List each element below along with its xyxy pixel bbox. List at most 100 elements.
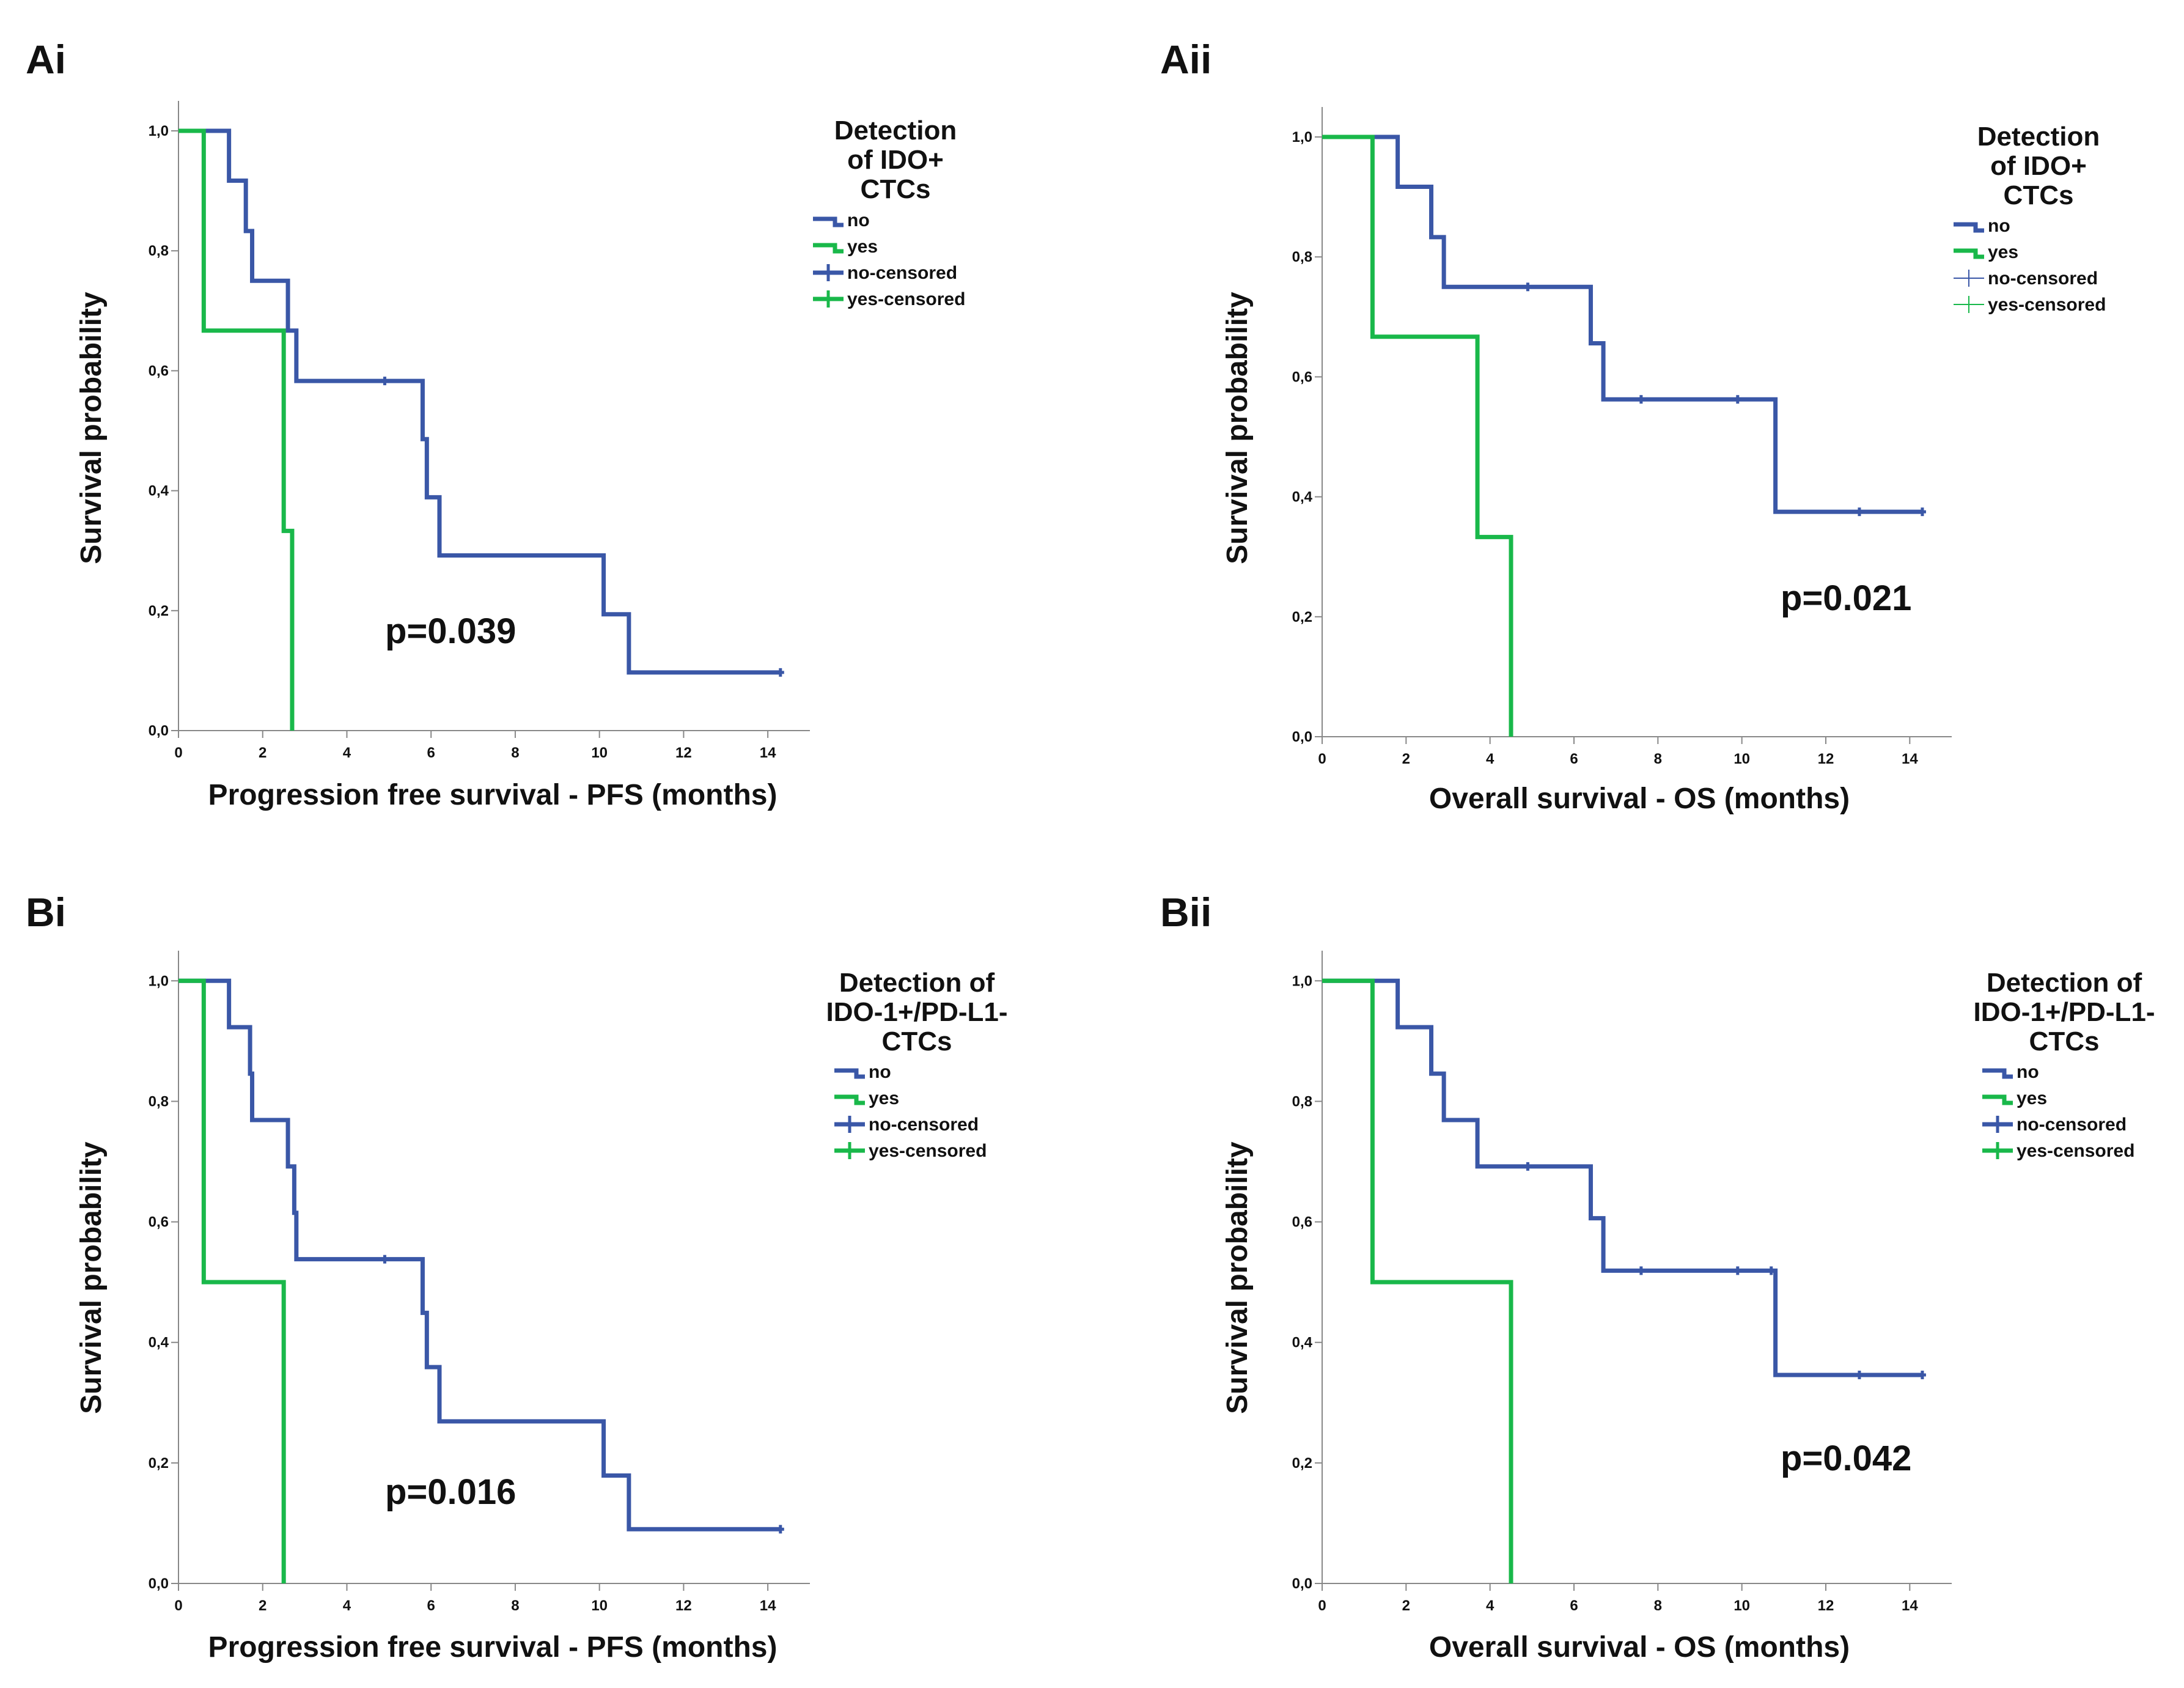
x-tick-label: 8 bbox=[511, 745, 519, 761]
x-tick-label: 4 bbox=[343, 1598, 351, 1614]
legend-swatch-no bbox=[813, 216, 844, 227]
series-line-yes bbox=[178, 128, 295, 731]
legend-swatch-no bbox=[1982, 1068, 2013, 1079]
km-panel-aii: Aii 0,0 0,2 0,4 0,6 0,8 1,0 0 2 4 6 8 10 12 14 Overall … bbox=[1160, 37, 2106, 815]
x-tick-label: 10 bbox=[1734, 1598, 1750, 1614]
series-line-yes bbox=[1322, 135, 1513, 737]
x-tick-label: 4 bbox=[1486, 751, 1495, 767]
x-tick-label: 4 bbox=[343, 745, 351, 761]
y-tick-label: 0,8 bbox=[1292, 249, 1312, 265]
x-tick-label: 12 bbox=[1818, 751, 1834, 767]
x-tick-label: 0 bbox=[174, 1598, 182, 1614]
x-axis-title: Overall survival - OS (months) bbox=[1429, 1631, 1850, 1664]
series-line-no bbox=[178, 978, 781, 1531]
y-tick-label: 0,0 bbox=[149, 1576, 169, 1592]
y-tick-label: 0,4 bbox=[149, 483, 169, 499]
legend-title-line: of IDO+ bbox=[847, 145, 944, 175]
km-panel-bii: Bii 0,0 0,2 0,4 0,6 0,8 1,0 0 2 4 6 8 10 12 14 Overall … bbox=[1160, 890, 2155, 1664]
x-tick-label: 0 bbox=[174, 745, 182, 761]
legend-label-yes-censored: yes-censored bbox=[869, 1141, 987, 1161]
series-line-yes bbox=[178, 978, 286, 1583]
legend-title-line: Detection of bbox=[839, 968, 995, 998]
y-tick-label: 0,0 bbox=[1292, 1576, 1312, 1592]
p-value: p=0.039 bbox=[385, 611, 516, 651]
panel-label: Ai bbox=[26, 37, 66, 82]
legend-swatch-yes bbox=[1982, 1094, 2013, 1105]
legend-label-yes: yes bbox=[869, 1088, 899, 1108]
legend-swatch-no bbox=[834, 1068, 865, 1079]
x-tick-label: 14 bbox=[760, 1598, 776, 1614]
legend-title-line: IDO-1+/PD-L1- bbox=[826, 997, 1007, 1027]
panel-label: Bii bbox=[1160, 890, 1211, 935]
x-tick-label: 8 bbox=[1654, 1598, 1662, 1614]
y-tick-label: 0,0 bbox=[149, 723, 169, 739]
legend-swatch-no bbox=[1954, 222, 1984, 233]
x-tick-label: 6 bbox=[427, 1598, 435, 1614]
legend-swatch-yes bbox=[1954, 248, 1984, 259]
km-panel-bi: Bi 0,0 0,2 0,4 0,6 0,8 1,0 0 2 4 6 8 10 12 14 Progressi… bbox=[26, 890, 1008, 1664]
legend-title-line: Detection bbox=[1977, 122, 2100, 152]
x-tick-label: 0 bbox=[1318, 1598, 1326, 1614]
y-tick-label: 0,6 bbox=[149, 363, 169, 379]
y-tick-label: 0,2 bbox=[1292, 1455, 1312, 1472]
p-value: p=0.016 bbox=[385, 1472, 516, 1512]
legend-swatch-yes bbox=[834, 1094, 865, 1105]
x-tick-label: 14 bbox=[1902, 1598, 1918, 1614]
y-axis-title: Survival probability bbox=[1221, 292, 1254, 564]
p-value: p=0.042 bbox=[1781, 1439, 1911, 1478]
legend-label-no-censored: no-censored bbox=[869, 1115, 979, 1135]
x-tick-label: 12 bbox=[675, 1598, 692, 1614]
x-axis-title: Overall survival - OS (months) bbox=[1429, 783, 1850, 815]
legend-label-no: no bbox=[2017, 1062, 2039, 1082]
x-tick-label: 12 bbox=[1818, 1598, 1834, 1614]
legend-label-no-censored: no-censored bbox=[847, 263, 957, 283]
y-tick-label: 1,0 bbox=[1292, 129, 1312, 146]
y-tick-label: 0,4 bbox=[149, 1335, 169, 1351]
y-tick-label: 1,0 bbox=[149, 123, 169, 139]
y-tick-label: 0,4 bbox=[1292, 1335, 1313, 1351]
y-axis-title: Survival probability bbox=[75, 292, 108, 564]
x-tick-label: 2 bbox=[1402, 751, 1410, 767]
legend-label-no-censored: no-censored bbox=[2017, 1115, 2127, 1135]
y-axis-title: Survival probability bbox=[1221, 1141, 1254, 1414]
y-tick-label: 1,0 bbox=[1292, 973, 1312, 989]
legend-label-yes: yes bbox=[2017, 1088, 2047, 1108]
legend-title-line: Detection bbox=[834, 116, 957, 146]
series-line-no bbox=[1322, 978, 1922, 1377]
legend-title-line: CTCs bbox=[2029, 1026, 2100, 1056]
legend-label-no: no bbox=[1988, 216, 2010, 236]
panel-label: Bi bbox=[26, 890, 66, 935]
y-tick-label: 0,2 bbox=[149, 603, 169, 619]
x-tick-label: 4 bbox=[1486, 1598, 1495, 1614]
x-tick-label: 12 bbox=[675, 745, 692, 761]
x-tick-label: 6 bbox=[1570, 1598, 1578, 1614]
x-tick-label: 2 bbox=[1402, 1598, 1410, 1614]
legend-label-yes-censored: yes-censored bbox=[1988, 295, 2106, 315]
p-value: p=0.021 bbox=[1781, 578, 1911, 618]
legend-title-line: of IDO+ bbox=[1990, 151, 2087, 181]
x-tick-label: 10 bbox=[1734, 751, 1750, 767]
legend-title-line: Detection of bbox=[1987, 968, 2142, 998]
x-tick-label: 10 bbox=[591, 1598, 608, 1614]
y-tick-label: 1,0 bbox=[149, 973, 169, 989]
y-tick-label: 0,4 bbox=[1292, 489, 1313, 506]
x-tick-label: 2 bbox=[259, 745, 267, 761]
y-tick-label: 0,6 bbox=[1292, 369, 1312, 385]
legend-label-no: no bbox=[847, 210, 870, 230]
y-tick-label: 0,6 bbox=[149, 1214, 169, 1231]
x-tick-label: 8 bbox=[511, 1598, 519, 1614]
y-tick-label: 0,8 bbox=[149, 1093, 169, 1110]
legend-label-yes: yes bbox=[847, 237, 878, 257]
series-line-yes bbox=[1322, 978, 1513, 1583]
x-tick-label: 0 bbox=[1318, 751, 1326, 767]
x-axis-title: Progression free survival - PFS (months) bbox=[208, 1631, 778, 1664]
legend-title-line: IDO-1+/PD-L1- bbox=[1973, 997, 2155, 1027]
legend-label-no: no bbox=[869, 1062, 891, 1082]
y-tick-label: 0,2 bbox=[1292, 609, 1312, 625]
x-tick-label: 8 bbox=[1654, 751, 1662, 767]
y-tick-label: 0,2 bbox=[149, 1455, 169, 1472]
y-tick-label: 0,6 bbox=[1292, 1214, 1312, 1231]
x-tick-label: 14 bbox=[760, 745, 776, 761]
x-tick-label: 14 bbox=[1902, 751, 1918, 767]
